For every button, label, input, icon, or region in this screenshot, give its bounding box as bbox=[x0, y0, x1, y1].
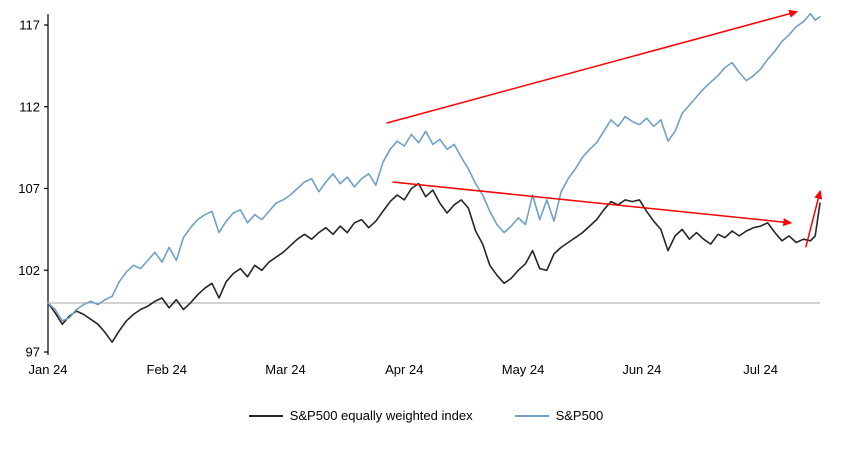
legend-item-sp500: S&P500 bbox=[514, 408, 604, 423]
x-axis-tick-label: Jun 24 bbox=[622, 362, 661, 377]
chart-legend: S&P500 equally weighted index S&P500 bbox=[0, 408, 852, 423]
y-axis-tick-label: 117 bbox=[19, 18, 40, 33]
x-axis-tick-label: Jul 24 bbox=[743, 362, 778, 377]
x-axis-tick-label: Jan 24 bbox=[28, 362, 67, 377]
sp500-series-line bbox=[47, 12, 821, 322]
y-axis-tick-label: 112 bbox=[19, 99, 40, 114]
y-axis-tick-label: 107 bbox=[18, 181, 40, 196]
equal-weight-series-line bbox=[47, 182, 821, 344]
legend-label-sp500: S&P500 bbox=[555, 408, 604, 423]
legend-item-equal-weight: S&P500 equally weighted index bbox=[248, 408, 473, 423]
x-axis-tick-label: Feb 24 bbox=[147, 362, 187, 377]
equal-weight-line-swatch bbox=[248, 414, 283, 417]
sp500-line-swatch bbox=[514, 414, 549, 417]
sp500-uptrend-arrow bbox=[386, 9, 799, 124]
legend-label-equal-weight: S&P500 equally weighted index bbox=[289, 408, 473, 423]
equal-weight-endspike-arrow bbox=[805, 189, 823, 248]
equal-weight-downtrend-arrow bbox=[392, 181, 793, 227]
x-axis-tick-label: Mar 24 bbox=[265, 362, 305, 377]
y-axis-tick-label: 102 bbox=[18, 263, 40, 278]
x-axis-tick-label: Apr 24 bbox=[385, 362, 423, 377]
y-axis-tick-label: 97 bbox=[26, 345, 40, 360]
x-axis-tick-label: May 24 bbox=[502, 362, 545, 377]
